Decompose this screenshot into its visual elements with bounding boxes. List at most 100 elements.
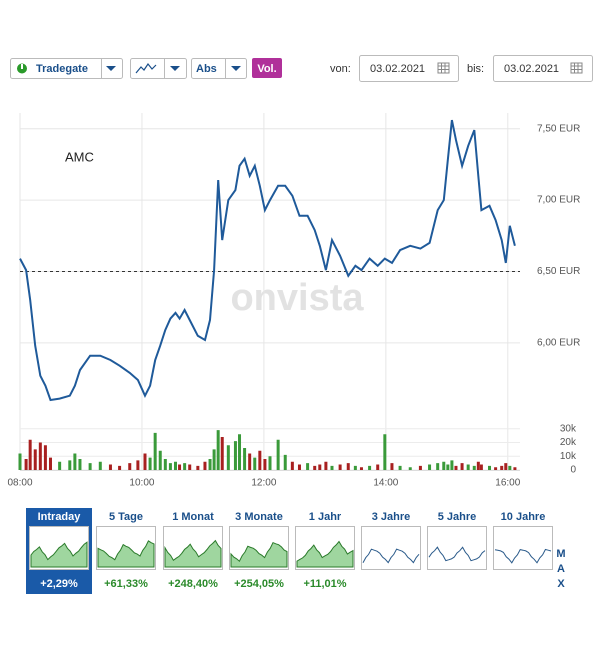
volume-bar [368,465,372,470]
period-tab[interactable]: 10 Jahre [493,511,553,570]
volume-bar [253,457,257,470]
tab-label: 5 Jahre [438,511,477,523]
volume-bar [338,464,342,470]
volume-bar [488,465,492,470]
tab-sparkline [362,548,420,564]
tab-sparkline-area [296,540,354,568]
volume-bar [220,437,224,470]
volume-bar [460,463,464,470]
volume-bar [306,463,310,470]
volume-bar [359,467,363,470]
watermark: onvista [230,277,364,319]
from-date-input[interactable]: 03.02.2021 [359,55,459,82]
volume-button-label: Vol. [257,63,276,75]
tab-thumb [493,526,553,570]
volume-button[interactable]: Vol. [252,58,282,78]
volume-bar [290,461,294,470]
volume-bar [158,450,162,470]
volume-bar [450,460,454,470]
period-tab[interactable]: 1 Jahr +11,01% [295,511,355,590]
y-tick-label: 7,50 EUR [537,123,580,134]
tab-label: 3 Jahre [372,511,411,523]
volume-bar [203,461,207,470]
exchange-label: Tradegate [36,63,88,75]
volume-bar [216,430,220,470]
volume-bar [48,457,52,470]
volume-bar [258,450,262,470]
from-date: 03.02.2021 [370,63,425,75]
volume-bar [472,465,476,470]
volume-bar [476,461,480,470]
mode-label: Abs [196,63,217,75]
exchange-dropdown[interactable]: Tradegate [10,58,123,79]
volume-bar [513,467,517,470]
volume-bar [136,460,140,470]
volume-bar [98,461,102,470]
volume-bar [226,445,230,470]
tab-sparkline [428,546,486,562]
volume-tick-label: 0 [570,465,576,476]
volume-bar [243,448,247,470]
volume-bar [43,445,47,470]
volume-bar [276,439,280,470]
volume-bar [163,459,167,470]
period-tab[interactable]: 3 Monate +254,05% [229,511,289,590]
volume-bar [178,464,182,470]
chart-title: AMC [65,149,94,164]
volume-bar [324,461,328,470]
tab-label: 5 Tage [109,511,143,523]
tab-label: 3 Monate [235,511,283,523]
tab-change: +248,40% [168,578,218,590]
x-tick-label: 14:00 [373,478,398,489]
to-date-input[interactable]: 03.02.2021 [493,55,593,82]
volume-bar [353,465,357,470]
volume-bar [33,449,37,470]
period-tab[interactable]: Intraday +2,29% [26,508,92,594]
volume-bar [263,459,267,470]
volume-bar [376,464,380,470]
volume-tick-label: 20k [560,437,577,448]
tab-label: 1 Jahr [309,511,342,523]
volume-bar [428,464,432,470]
volume-bar [418,465,422,470]
tab-change: +11,01% [303,578,346,590]
volume-bar [108,464,112,470]
period-tab[interactable]: 3 Jahre [361,511,421,570]
period-tab[interactable]: 1 Monat +248,40% [163,511,223,590]
tab-change: +2,29% [40,578,78,590]
volume-bar [442,461,446,470]
period-tab[interactable]: 5 Tage +61,33% [96,511,156,590]
volume-bar [248,453,252,470]
volume-bar [68,460,72,470]
volume-bar [479,464,483,470]
price-line [19,119,516,402]
volume-bar [398,465,402,470]
x-tick-label: 10:00 [129,478,154,489]
volume-tick-label: 10k [560,451,577,462]
max-tab[interactable]: MAX [555,548,567,593]
volume-bar [233,441,237,470]
volume-bar [18,453,22,470]
mode-dropdown[interactable]: Abs [191,58,247,79]
tab-sparkline-area [97,540,155,568]
volume-bar [118,465,122,470]
volume-bar [504,463,508,470]
volume-bar [330,465,334,470]
x-tick-label: 12:00 [251,478,276,489]
volume-bar [238,434,242,470]
period-tab[interactable]: 5 Jahre [427,511,487,570]
volume-bar [128,463,132,470]
volume-bar [268,456,272,470]
volume-bar [78,459,82,470]
y-tick-label: 6,50 EUR [537,266,580,277]
volume-bar [383,434,387,470]
tab-change: +254,05% [234,578,284,590]
tab-label: 10 Jahre [501,511,546,523]
to-date: 03.02.2021 [504,63,559,75]
volume-bar [446,464,450,470]
x-tick-label: 08:00 [7,478,32,489]
volume-bar [408,467,412,470]
tab-thumb [361,526,421,570]
chart-type-dropdown[interactable] [130,58,187,79]
